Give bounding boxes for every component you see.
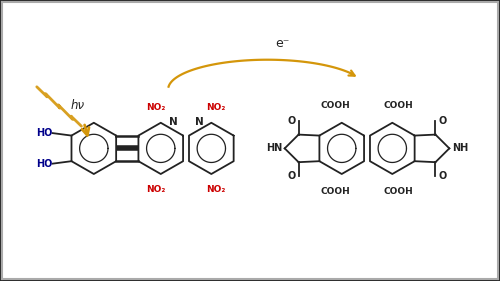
Text: HO: HO — [36, 159, 53, 169]
Text: O: O — [287, 116, 296, 126]
Text: COOH: COOH — [321, 187, 350, 196]
Text: NO₂: NO₂ — [206, 185, 226, 194]
Text: COOH: COOH — [321, 101, 350, 110]
Text: NO₂: NO₂ — [206, 103, 226, 112]
Text: COOH: COOH — [384, 187, 413, 196]
Text: HN: HN — [266, 143, 282, 153]
Text: O: O — [287, 171, 296, 181]
Text: O: O — [439, 116, 447, 126]
Text: COOH: COOH — [384, 101, 413, 110]
Text: NO₂: NO₂ — [146, 103, 166, 112]
Text: N: N — [195, 117, 203, 127]
Text: HO: HO — [36, 128, 53, 138]
Text: NO₂: NO₂ — [146, 185, 166, 194]
Text: NH: NH — [452, 143, 468, 153]
Text: O: O — [439, 171, 447, 181]
Text: N: N — [168, 117, 177, 127]
Text: hν: hν — [70, 99, 85, 112]
Text: e⁻: e⁻ — [275, 37, 289, 50]
